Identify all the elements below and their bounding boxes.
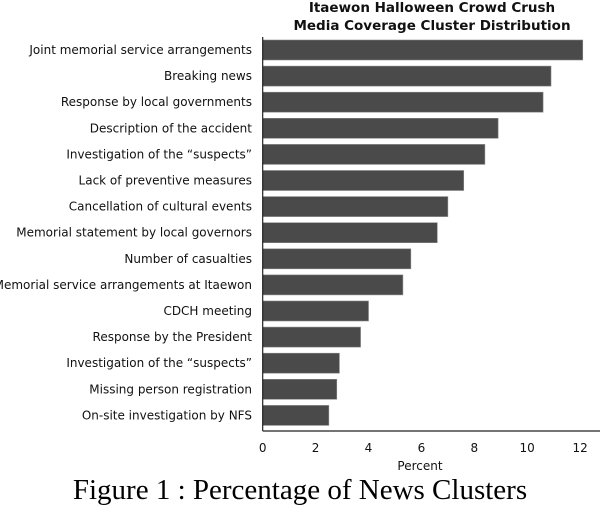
bar-chart: Joint memorial service arrangements Break…	[0, 37, 600, 473]
bar	[262, 405, 330, 426]
bar	[262, 39, 584, 61]
category-label: Number of casualties	[124, 252, 252, 266]
category-label: Missing person registration	[89, 382, 252, 396]
category-label: Joint memorial service arrangements	[28, 43, 252, 57]
chart-title-line-2: Media Coverage Cluster Distribution	[293, 18, 571, 34]
figure-caption: Figure 1 : Percentage of News Clusters	[72, 474, 528, 506]
category-label: Investigation of the “suspects”	[66, 147, 252, 161]
bar	[262, 248, 412, 270]
bar	[262, 378, 338, 400]
chart-title: Itaewon Halloween Crowd Crush Media Cove…	[262, 0, 600, 35]
category-label: Memorial statement by local governors	[16, 226, 252, 240]
x-tick-label: 4	[365, 441, 373, 455]
category-label: Breaking news	[164, 69, 252, 83]
bar	[262, 91, 544, 113]
x-tick-label: 10	[520, 441, 535, 455]
bar	[262, 326, 361, 348]
bar	[262, 118, 499, 139]
category-label: Investigation of the “suspects”	[66, 356, 252, 370]
chart-title-line-1: Itaewon Halloween Crowd Crush	[308, 0, 556, 16]
category-label: Lack of preventive measures	[79, 174, 252, 188]
category-label: Cancellation of cultural events	[69, 200, 252, 214]
bar	[262, 222, 438, 243]
category-label: Response by local governments	[61, 95, 252, 109]
bar	[262, 65, 552, 87]
x-tick-label: 6	[418, 441, 426, 455]
bar	[262, 144, 486, 165]
x-axis-label: Percent	[397, 459, 442, 473]
x-tick-label: 0	[259, 441, 267, 455]
bar	[262, 170, 465, 191]
bar	[262, 352, 340, 374]
bar	[262, 196, 449, 217]
category-label: Memorial service arrangements at Itaewon	[0, 278, 252, 292]
category-label: On-site investigation by NFS	[82, 408, 252, 422]
x-tick-label: 2	[312, 441, 320, 455]
bar	[262, 300, 369, 322]
category-label: CDCH meeting	[163, 304, 252, 318]
category-label: Response by the President	[93, 330, 253, 344]
x-tick-label: 8	[470, 441, 478, 455]
bar	[262, 274, 404, 296]
x-tick-label: 12	[572, 441, 587, 455]
category-label: Description of the accident	[90, 121, 253, 135]
